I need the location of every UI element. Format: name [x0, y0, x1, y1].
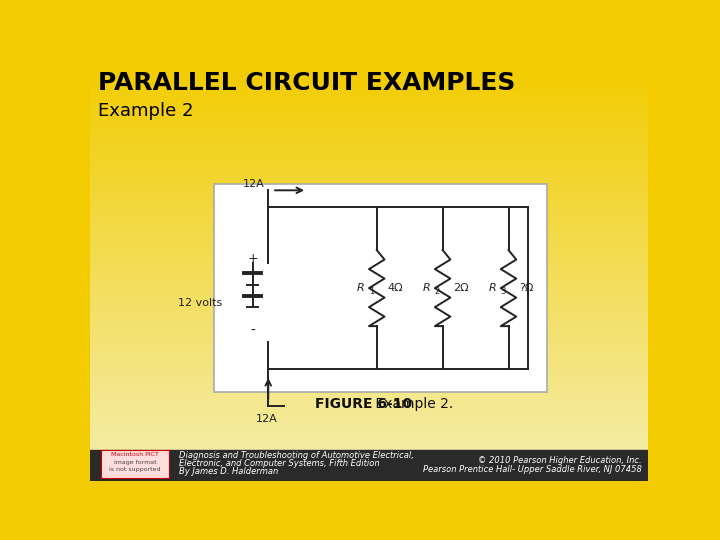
Text: Electronic, and Computer Systems, Fifth Edition: Electronic, and Computer Systems, Fifth …	[179, 459, 379, 468]
Text: PARALLEL CIRCUIT EXAMPLES: PARALLEL CIRCUIT EXAMPLES	[98, 71, 515, 95]
Text: FIGURE 6-10: FIGURE 6-10	[315, 396, 412, 410]
Text: R: R	[356, 283, 364, 293]
Text: R: R	[488, 283, 496, 293]
Text: +: +	[248, 252, 258, 265]
Text: 12 volts: 12 volts	[178, 299, 222, 308]
Text: 12A: 12A	[256, 414, 278, 423]
Text: Example 2: Example 2	[98, 102, 193, 120]
Text: is not supported: is not supported	[109, 467, 161, 472]
Text: ?Ω: ?Ω	[519, 283, 534, 293]
Text: © 2010 Pearson Higher Education, Inc.: © 2010 Pearson Higher Education, Inc.	[478, 456, 642, 465]
Text: Macintosh PICT: Macintosh PICT	[111, 452, 159, 457]
Bar	[101, 450, 169, 477]
Text: 12A: 12A	[243, 179, 264, 189]
Text: 1: 1	[369, 287, 374, 296]
Text: Example 2.: Example 2.	[371, 396, 453, 410]
Bar	[214, 184, 547, 392]
Text: 3: 3	[500, 287, 506, 296]
Text: Diagnosis and Troubleshooting of Automotive Electrical,: Diagnosis and Troubleshooting of Automot…	[179, 451, 414, 461]
Text: By James D. Halderman: By James D. Halderman	[179, 467, 279, 476]
Text: 4Ω: 4Ω	[387, 283, 403, 293]
Text: Pearson Prentice Hall- Upper Saddle River, NJ 07458: Pearson Prentice Hall- Upper Saddle Rive…	[423, 465, 642, 474]
Text: -: -	[251, 323, 255, 338]
Text: 2: 2	[435, 287, 440, 296]
Text: image format: image format	[114, 460, 156, 464]
Bar	[90, 450, 648, 481]
Text: 2Ω: 2Ω	[454, 283, 469, 293]
Text: R: R	[423, 283, 431, 293]
